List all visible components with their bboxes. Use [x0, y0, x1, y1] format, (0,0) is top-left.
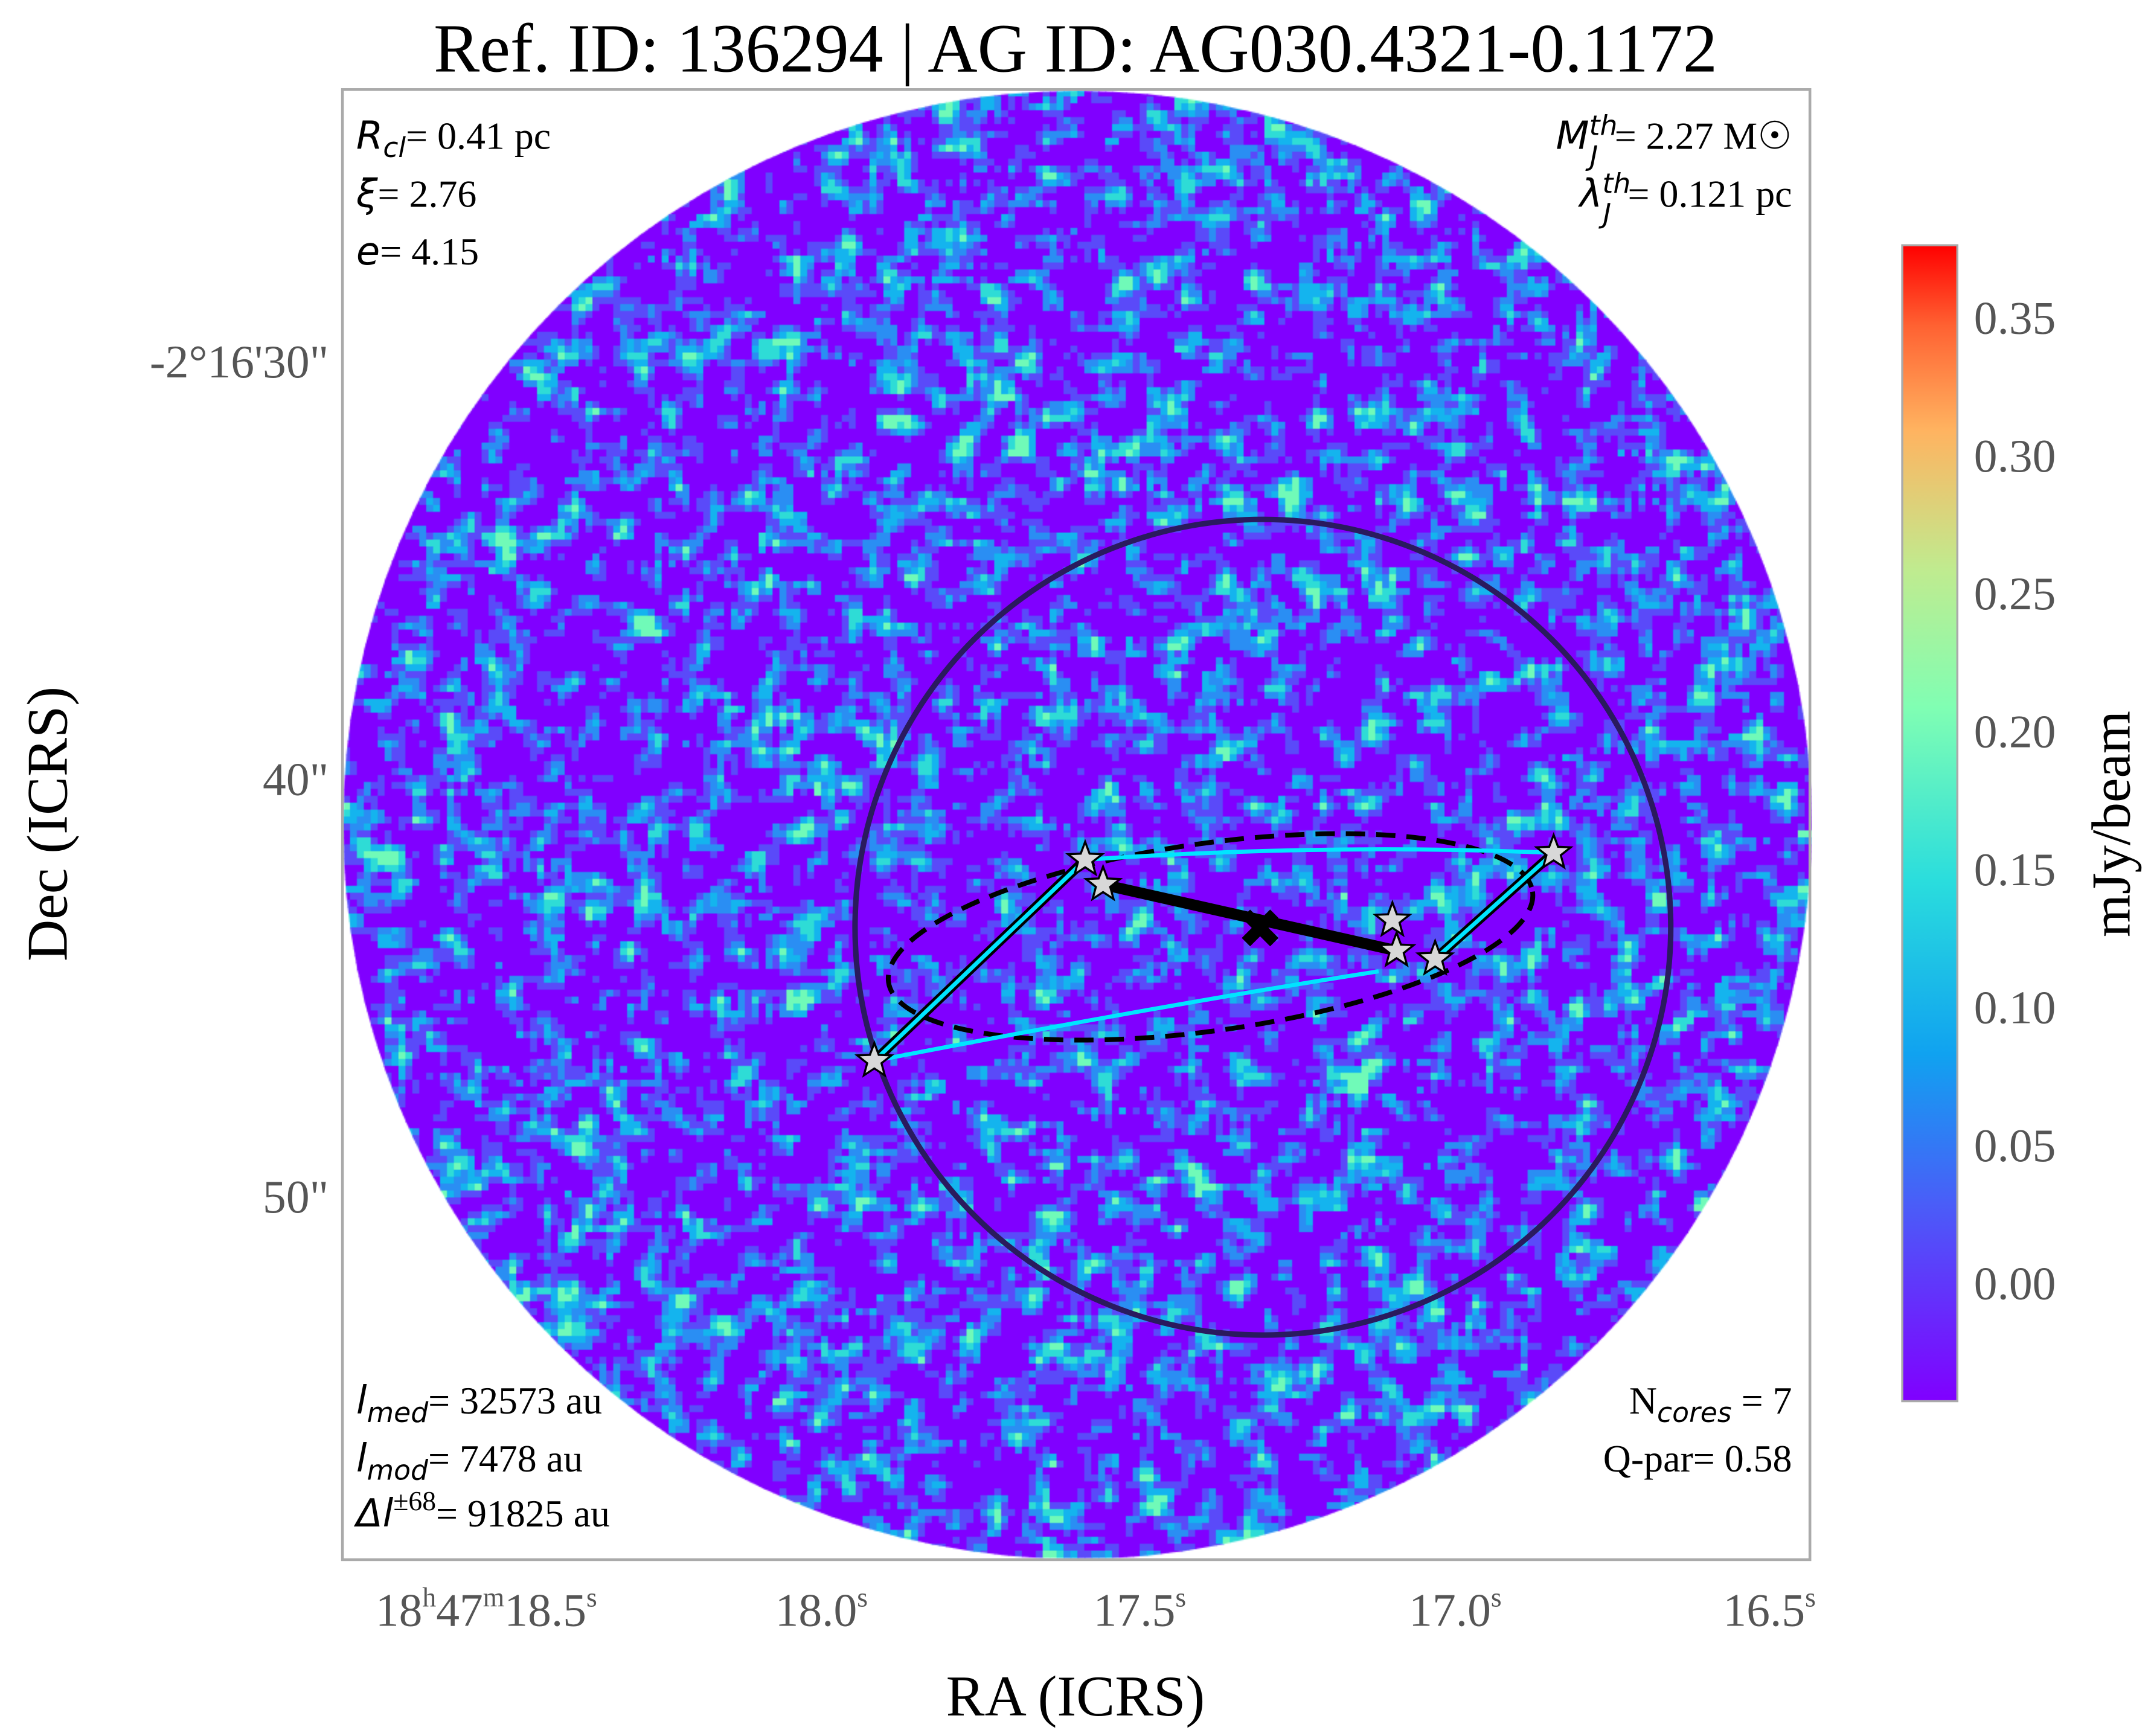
colorbar-tick-label: 0.30	[1974, 430, 2056, 482]
colorbar	[1902, 245, 1957, 1401]
annot-xi: ξ= 2.76	[356, 171, 476, 216]
colorbar-tick-label: 0.25	[1974, 568, 2056, 620]
colorbar-tick-label: 0.00	[1974, 1257, 2056, 1309]
annot-jeans-mass: Mth J = 2.27 M☉	[1556, 110, 1792, 172]
x-tick-label: 17.5s	[1094, 1582, 1186, 1636]
colorbar-tick-label: 0.15	[1974, 844, 2056, 895]
annot-jeans-length: λth J = 0.121 pc	[1578, 167, 1792, 229]
mst-edge	[1085, 850, 1554, 860]
y-axis-label: Dec (ICRS)	[16, 687, 80, 961]
core-star-icon	[1376, 903, 1410, 935]
mst-edge	[874, 860, 1085, 1061]
colorbar-tick-label: 0.05	[1974, 1119, 2056, 1171]
cores	[858, 835, 1571, 1075]
annot-rcl: Rcl= 0.41 pc	[356, 114, 551, 164]
colorbar-tick-label: 0.20	[1974, 706, 2056, 758]
colorbar-tick-label: 0.35	[1974, 292, 2056, 344]
annot-e: e= 4.15	[356, 229, 479, 274]
annot-lmed: lmed= 32573 au	[356, 1379, 602, 1429]
x-tick-label: 18h47m18.5s	[376, 1582, 597, 1636]
core-star-icon	[1379, 933, 1414, 966]
y-tick-label: 40"	[263, 754, 329, 806]
colorbar-ticks: 0.35 0.30 0.25 0.20 0.15 0.10 0.05 0.00	[1974, 292, 2056, 1309]
annot-ncores: Ncores = 7	[1629, 1379, 1792, 1429]
colorbar-tick-label: 0.10	[1974, 982, 2056, 1034]
fit-ellipse	[876, 799, 1546, 1075]
y-tick-label: 50"	[263, 1171, 329, 1223]
colorbar-label: mJy/beam	[2081, 711, 2142, 937]
chart-title: Ref. ID: 136294 | AG ID: AG030.4321-0.11…	[434, 10, 1717, 87]
annot-lmod: lmod= 7478 au	[356, 1437, 583, 1487]
x-tick-label: 17.0s	[1409, 1582, 1502, 1636]
annot-qpar: Q-par= 0.58	[1603, 1437, 1792, 1480]
annot-delta-l: Δl±68= 91825 au	[353, 1485, 610, 1536]
axes-frame	[342, 89, 1810, 1560]
x-axis-label: RA (ICRS)	[946, 1664, 1205, 1728]
y-tick-label: -2°16'30"	[150, 336, 329, 388]
x-tick-label: 18.0s	[775, 1582, 868, 1636]
x-tick-label: 16.5s	[1723, 1582, 1816, 1636]
centroid-x-marker: ✖	[1237, 897, 1283, 961]
